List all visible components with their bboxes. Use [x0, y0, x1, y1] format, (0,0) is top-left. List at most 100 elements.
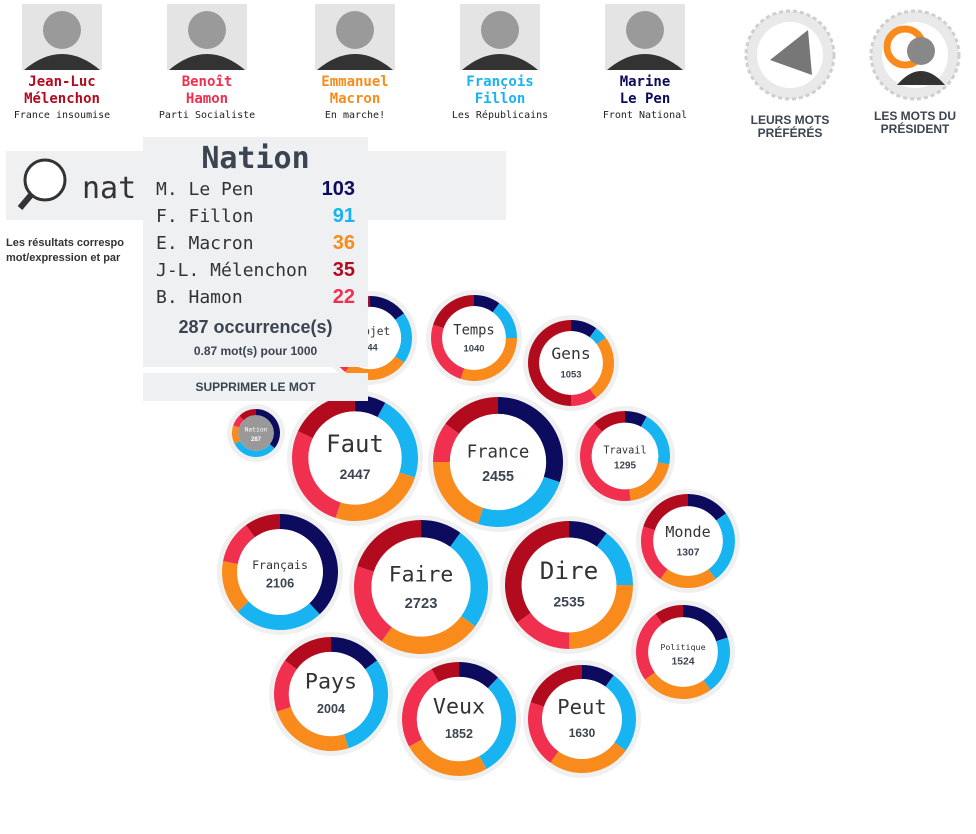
menu-label: PRÉSIDENT: [881, 121, 950, 136]
bubble-center: [237, 529, 323, 615]
donut-segment: [571, 388, 597, 406]
donut-segment: [357, 520, 421, 572]
bubble-count: 1524: [672, 656, 695, 667]
donut-segment: [641, 526, 668, 580]
word-bubble[interactable]: Gens 1053: [523, 315, 619, 411]
word-bubble[interactable]: Veux 1852: [397, 657, 521, 781]
word-bubble[interactable]: Politique 1524: [631, 600, 735, 704]
word-bubble[interactable]: Travail 1295: [575, 406, 675, 506]
donut-segment: [660, 569, 716, 589]
remove-button[interactable]: SUPPRIMER LE MOT: [143, 373, 368, 401]
word-bubble[interactable]: Français 2106: [217, 509, 343, 635]
row-label: E. Macron: [156, 233, 254, 254]
bubble-count: 2447: [340, 466, 371, 482]
donut-segment: [274, 660, 297, 712]
tooltip-row: E. Macron 36: [143, 230, 368, 257]
bubble-word: Peut: [557, 695, 606, 719]
bubble-count: 2004: [317, 702, 345, 716]
bubble-center: [288, 651, 374, 737]
tooltip-total: 287 occurrence(s): [178, 317, 333, 337]
candidate-party: France insoumise: [14, 110, 110, 121]
donut-segment: [589, 328, 606, 345]
bubble-center: [416, 676, 502, 762]
photo-head: [907, 37, 935, 65]
word-bubble[interactable]: Monde 1307: [636, 489, 740, 593]
bubble-center: [539, 331, 603, 395]
candidate-party: Front National: [603, 110, 687, 121]
bubble-count: 2723: [405, 596, 438, 612]
candidate-name: François: [466, 74, 533, 90]
donut-segment: [625, 411, 647, 427]
bubble-center: [542, 679, 622, 759]
bubble-count: 1852: [445, 727, 473, 741]
bubble-center: [442, 306, 506, 370]
candidate-name: Jean-Luc: [28, 74, 95, 90]
bubble-count: 2535: [553, 593, 584, 609]
bubble-word: Monde: [665, 523, 710, 541]
tooltip-rate: 0.87 mot(s) pour 1000: [193, 344, 318, 358]
photo-head: [626, 11, 664, 49]
bubble-count: 1307: [677, 548, 700, 559]
donut-segment: [232, 425, 241, 444]
row-value: 91: [332, 205, 355, 227]
word-bubble[interactable]: Faut 2447: [287, 390, 423, 526]
donut-segment: [284, 637, 331, 670]
bubble-word: France: [467, 443, 530, 463]
bubble-count: 1053: [560, 369, 581, 380]
word-bubble[interactable]: Temps 1040: [426, 290, 522, 386]
bubble-center: [371, 537, 471, 637]
donut-segment: [629, 462, 670, 501]
donut-segment: [256, 409, 280, 449]
candidate-name: Hamon: [186, 91, 228, 107]
donut-segment: [655, 605, 683, 624]
bubble-count: 2106: [266, 576, 294, 591]
donut-segment: [431, 324, 465, 379]
bubble-word: Veux: [433, 695, 485, 720]
bubble-count: 287: [251, 437, 262, 443]
donut-segment: [433, 462, 484, 524]
bubble-center: [648, 617, 718, 687]
donut-segment: [409, 739, 487, 776]
donut-segment: [643, 494, 688, 531]
word-bubble[interactable]: Nation 287: [227, 404, 285, 462]
megaphone: [770, 30, 812, 75]
word-bubble[interactable]: Peut 1630: [523, 660, 641, 778]
row-label: B. Hamon: [156, 287, 243, 308]
donut-segment: [421, 520, 461, 547]
word-bubble[interactable]: Dire 2535: [500, 516, 638, 654]
candidate-name: Benoît: [182, 74, 233, 90]
word-bubble[interactable]: Pays 2004: [269, 632, 393, 756]
candidate-name: Le Pen: [620, 91, 671, 107]
photo-body: [897, 71, 945, 85]
tooltip-row: M. Le Pen 103: [143, 176, 368, 203]
donut-segment: [688, 494, 727, 521]
bubble-center: [653, 506, 723, 576]
bubble-word: Dire: [540, 556, 599, 585]
donut-segment: [550, 742, 626, 773]
photo-head: [43, 11, 81, 49]
donut-segment: [276, 707, 349, 751]
tooltip-title: Nation: [201, 141, 310, 176]
donut-segment: [381, 616, 476, 654]
candidate-party: En marche!: [325, 110, 385, 121]
photo-body: [169, 54, 245, 70]
donut-segment: [569, 585, 633, 649]
word-bubble[interactable]: France 2455: [428, 392, 568, 532]
bubble-word: Politique: [660, 642, 705, 652]
photo-body: [607, 54, 683, 70]
donut-segment: [498, 397, 563, 483]
photo-head: [336, 11, 374, 49]
search-query[interactable]: nat: [82, 171, 136, 206]
word-bubble[interactable]: Faire 2723: [349, 515, 493, 659]
donut-segment: [517, 612, 569, 649]
bubble-word: Travail: [603, 444, 646, 456]
